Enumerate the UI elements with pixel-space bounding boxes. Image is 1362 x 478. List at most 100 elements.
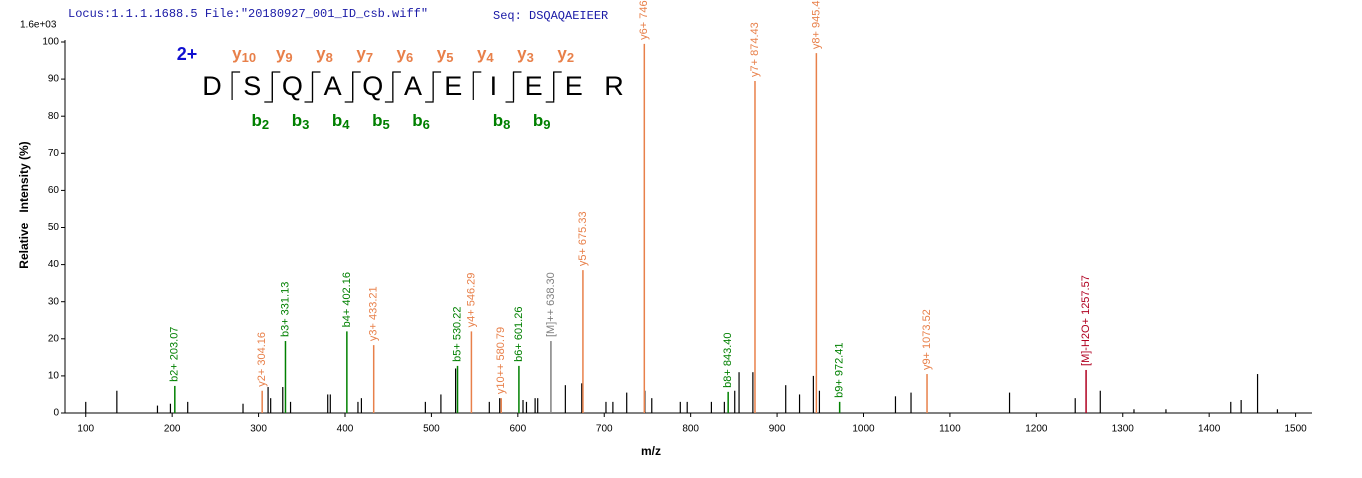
peak-label: b8+ 843.40 [722,332,734,387]
residue: E [565,71,583,101]
x-tick-label: 500 [423,424,440,435]
ion-number: 9 [285,50,292,65]
x-tick-label: 1200 [1025,424,1048,435]
y-tick-label: 50 [48,222,60,233]
y-tick-label: 90 [48,74,60,85]
peak-label: b9+ 972.41 [834,342,846,397]
ion-label: y7 [356,44,373,65]
ion-number: 4 [486,50,494,65]
ion-label: y10 [232,44,256,65]
peak-label: y5+ 675.33 [577,211,589,266]
y-axis-label: Relative Intensity (%) [17,141,31,268]
ion-number: 6 [423,117,430,132]
fragment-mark [553,71,562,100]
peak-label: y10++ 580.79 [495,327,507,394]
x-axis-label: m/z [641,444,661,458]
ion-number: 2 [567,50,574,65]
ion-letter: b [292,111,302,130]
ion-label: y8 [316,44,333,65]
ion-label: b5 [372,111,390,132]
x-tick-label: 400 [337,424,354,435]
fragment-mark [505,72,515,103]
peak-label: b6+ 601.26 [513,307,525,362]
ion-label: y3 [517,44,534,65]
y-scale-label: 1.6e+03 [20,20,57,31]
fragment-mark [384,72,394,103]
x-tick-label: 100 [77,424,94,435]
ion-label: b6 [412,111,430,132]
peak-label: b4+ 402.16 [341,272,353,327]
residue: E [444,71,462,101]
fragment-mark [344,72,354,103]
ion-label: b4 [332,111,350,132]
ion-label: b8 [493,111,511,132]
charge-label: 2+ [177,44,198,64]
fragment-mark [304,72,314,103]
residue: Q [362,71,383,101]
y-tick-label: 0 [53,408,59,419]
y-tick-label: 60 [48,185,60,196]
ion-label: y5 [437,44,454,65]
ion-label: b2 [251,111,269,132]
x-tick-label: 900 [769,424,786,435]
peak-label: [M]++ 638.30 [545,272,557,337]
x-tick-label: 1000 [852,424,875,435]
fragment-mark [231,71,241,100]
peak-label: [M]-H2O+ 1257.57 [1080,275,1092,366]
peak-label: y4+ 546.29 [465,273,477,328]
residue: I [490,71,498,101]
ion-letter: y [437,44,447,63]
residue: A [324,71,342,101]
x-tick-label: 1100 [939,424,961,435]
ion-letter: y [276,44,286,63]
ion-letter: y [477,44,487,63]
ion-letter: y [356,44,366,63]
fragment-mark [512,71,522,100]
fragment-mark [392,71,401,100]
x-tick-label: 600 [509,424,526,435]
peak-label: y7+ 874.43 [749,22,761,77]
header-title: Locus:1.1.1.1688.5 File:"20180927_001_ID… [68,7,428,21]
fragment-mark [311,71,321,100]
ion-number: 3 [302,117,309,132]
ion-number: 10 [242,50,256,65]
ion-letter: b [533,111,543,130]
residue: A [404,71,422,101]
peak-label: y6+ 746.37 [638,0,650,40]
x-tick-label: 1400 [1198,424,1221,435]
fragment-mark [545,72,555,103]
ion-letter: y [232,44,242,63]
fragment-mark [472,71,482,100]
peak-label: y2+ 304.16 [256,332,268,387]
ion-number: 5 [446,50,453,65]
y-tick-label: 30 [48,296,60,307]
ion-label: b3 [292,111,310,132]
x-tick-label: 1500 [1284,424,1307,435]
ion-letter: b [332,111,342,130]
residue: S [243,71,261,101]
ion-number: 7 [366,50,373,65]
ion-letter: b [251,111,261,130]
x-tick-label: 300 [250,424,267,435]
ion-number: 6 [406,50,413,65]
y-tick-label: 70 [48,148,60,159]
ion-label: y2 [557,44,574,65]
y-tick-label: 100 [42,37,59,48]
fragment-mark [271,71,281,100]
ion-letter: b [372,111,382,130]
y-tick-label: 10 [48,371,60,382]
y-tick-label: 20 [48,333,60,344]
fragment-mark [425,72,434,103]
peak-label: y8+ 945.47 [810,0,822,49]
ion-number: 4 [342,117,350,132]
fragment-mark [352,71,361,100]
ion-letter: b [412,111,422,130]
header-seq: Seq: DSQAQAEIEER [493,9,608,23]
residue: Q [282,71,303,101]
x-tick-label: 200 [164,424,181,435]
ion-letter: y [557,44,567,63]
ion-number: 8 [503,117,510,132]
ion-number: 2 [262,117,269,132]
ion-letter: b [493,111,503,130]
